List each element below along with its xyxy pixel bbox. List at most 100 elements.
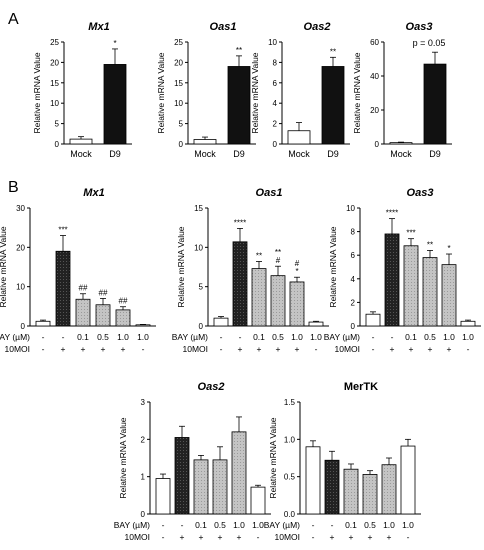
bay-value: 1.0	[117, 332, 129, 342]
x-tick-label: D9	[109, 149, 121, 159]
bay-value: -	[312, 520, 315, 530]
y-tick-label: 15	[194, 204, 203, 213]
chart-title: Mx1	[83, 187, 104, 199]
moi-value: +	[276, 344, 281, 354]
y-tick-label: 0.5	[284, 473, 296, 482]
bar	[365, 313, 381, 327]
bay-row-label: BAY (µM)	[264, 520, 300, 530]
y-tick-label: 4	[273, 99, 278, 108]
bar	[75, 298, 91, 327]
x-tick-label: Mock	[288, 149, 310, 159]
bar	[384, 233, 400, 327]
chart-title: Mx1	[88, 21, 109, 33]
moi-value: +	[199, 532, 204, 542]
y-tick-label: 6	[273, 79, 278, 88]
moi-row-label: 10MOI	[4, 344, 30, 354]
bay-value: -	[62, 332, 65, 342]
chart-b-oas2: Oas2 0 1 2 3 Relative mRNA Value - - - +0.1 +0.5 +1…	[114, 381, 271, 542]
significance-mark: ***	[406, 229, 415, 238]
bar	[193, 459, 209, 515]
y-tick-label: 20	[50, 58, 59, 67]
y-tick-label: 5	[179, 120, 184, 129]
bar	[115, 309, 131, 327]
y-axis-label: Relative mRNA Value	[118, 417, 128, 498]
moi-value: -	[142, 344, 145, 354]
y-axis-label: Relative mRNA Value	[352, 52, 362, 133]
bay-value: -	[372, 332, 375, 342]
moi-value: +	[238, 344, 243, 354]
bar	[308, 321, 324, 327]
chart-a-oas1: Oas1 0 5 10 15 20 25 Relative mRNA Value Mock ** D…	[156, 21, 256, 159]
moi-value: +	[257, 344, 262, 354]
bay-value: 1.0	[291, 332, 303, 342]
moi-value: +	[390, 344, 395, 354]
bar	[422, 257, 438, 327]
moi-row-label: 10MOI	[124, 532, 150, 542]
y-axis-label: Relative mRNA Value	[176, 226, 186, 307]
y-tick-label: 0	[179, 140, 184, 149]
y-tick-label: 8	[273, 58, 278, 67]
chart-b-oas1: Oas1 0 5 10 15 Relative mRNA Value - - **** - + ** 0…	[172, 187, 329, 354]
significance-mark: **	[330, 47, 336, 56]
bay-value: -	[331, 520, 334, 530]
bar	[343, 468, 359, 515]
y-tick-label: 0	[141, 510, 146, 519]
panel-label-b: B	[8, 179, 19, 196]
moi-value: -	[162, 532, 165, 542]
chart-b-mx1: Mx1 0 10 20 30 Relative mRNA Value - - *** - + ## 0.…	[0, 187, 156, 354]
y-tick-label: 0	[199, 322, 204, 331]
bar	[441, 264, 457, 327]
bar	[55, 250, 71, 327]
y-tick-label: 2	[351, 298, 356, 307]
y-tick-label: 30	[16, 204, 25, 213]
moi-value: +	[101, 344, 106, 354]
bar	[250, 486, 266, 515]
bay-value: 1.0	[310, 332, 322, 342]
significance-mark: #	[276, 256, 281, 265]
bay-row-label: BAY (µM)	[172, 332, 208, 342]
y-tick-label: 1.0	[284, 435, 296, 444]
bar	[251, 268, 267, 327]
bar	[103, 64, 127, 145]
significance-mark: ***	[58, 226, 67, 235]
moi-value: +	[81, 344, 86, 354]
bar	[212, 459, 228, 515]
y-tick-label: 20	[16, 243, 25, 252]
y-tick-label: 20	[174, 58, 183, 67]
x-tick-label: Mock	[390, 149, 412, 159]
bay-row-label: BAY (µM)	[114, 520, 150, 530]
y-tick-label: 10	[346, 204, 355, 213]
y-tick-label: 15	[50, 79, 59, 88]
y-tick-label: 4	[351, 275, 356, 284]
significance-mark: *	[447, 244, 450, 253]
moi-value: +	[61, 344, 66, 354]
y-tick-label: 5	[199, 283, 204, 292]
moi-value: +	[121, 344, 126, 354]
chart-b-mertk: MerTK 0.0 0.5 1.0 1.5 Relative mRNA Value - - - +…	[264, 381, 421, 542]
moi-value: +	[218, 532, 223, 542]
y-tick-label: 40	[370, 72, 379, 81]
bay-value: 1.0	[383, 520, 395, 530]
moi-row-label: 10MOI	[182, 344, 208, 354]
moi-value: -	[407, 532, 410, 542]
bar	[389, 142, 413, 145]
bar	[231, 431, 247, 515]
moi-value: -	[257, 532, 260, 542]
bay-value: 1.0	[252, 520, 264, 530]
bar	[174, 437, 190, 515]
p-value-note: p = 0.05	[413, 38, 446, 48]
significance-mark: ##	[79, 284, 88, 293]
y-tick-label: 15	[174, 79, 183, 88]
y-tick-label: 1	[141, 473, 146, 482]
bar	[403, 245, 419, 327]
bay-value: 0.5	[272, 332, 284, 342]
bay-value: -	[181, 520, 184, 530]
y-tick-label: 25	[174, 38, 183, 47]
moi-value: +	[180, 532, 185, 542]
y-tick-label: 8	[351, 228, 356, 237]
bar	[232, 241, 248, 327]
bar	[381, 464, 397, 515]
x-tick-label: D9	[233, 149, 245, 159]
